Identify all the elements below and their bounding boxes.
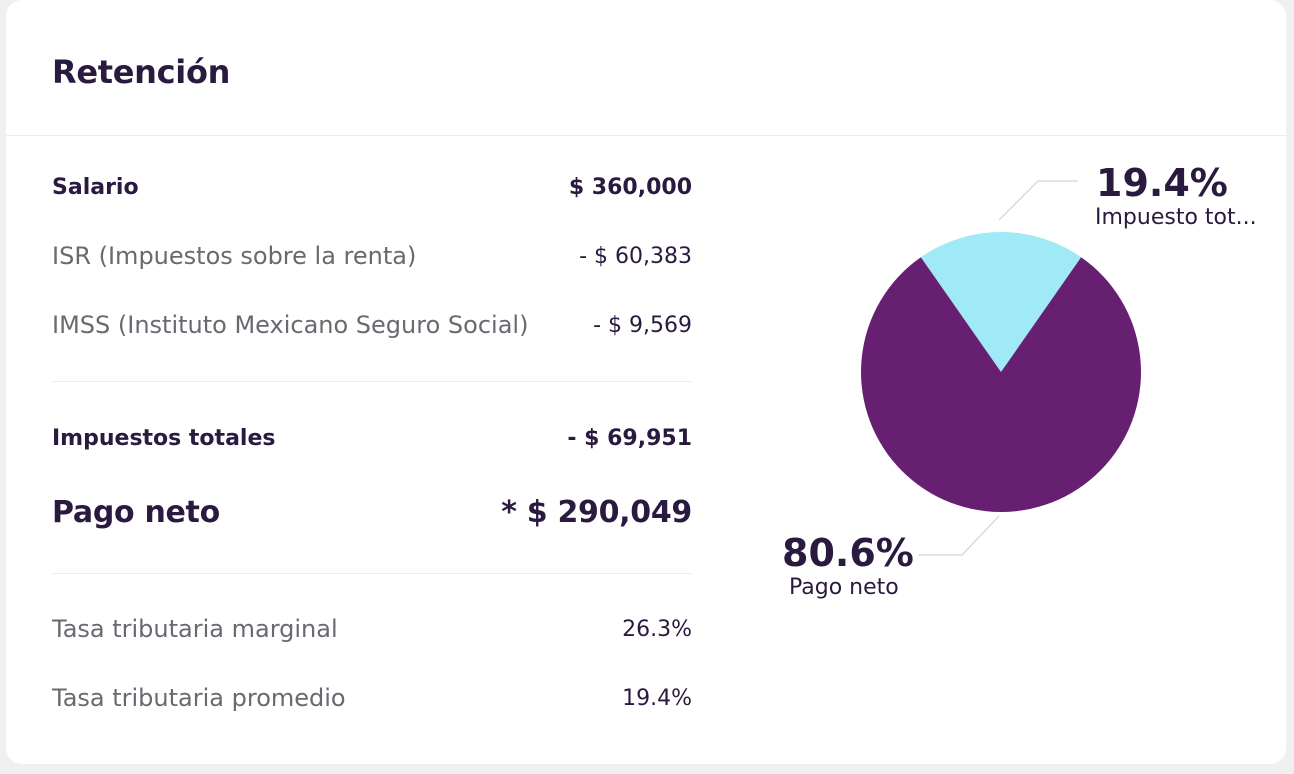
salary-row: Salario $ 360,000	[52, 170, 692, 204]
average-rate-row: Tasa tributaria promedio 19.4%	[52, 681, 692, 715]
net-pay-row: Pago neto * $ 290,049	[52, 490, 692, 534]
imss-value: - $ 9,569	[593, 312, 692, 338]
total-taxes-label: Impuestos totales	[52, 425, 276, 451]
leader-line	[998, 180, 1078, 221]
slice-name-label: Pago neto	[789, 575, 899, 600]
card-header: Retención	[6, 0, 1286, 136]
net-pay-value: * $ 290,049	[501, 494, 692, 530]
slice-percent-label: 80.6%	[782, 531, 914, 575]
isr-label: ISR (Impuestos sobre la renta)	[52, 242, 417, 270]
net-pay-label: Pago neto	[52, 494, 220, 530]
divider	[52, 381, 692, 382]
slice-percent-label: 19.4%	[1096, 161, 1228, 205]
pie-chart-svg: 19.4% Impuesto tot... 80.6% Pago neto	[782, 161, 1257, 600]
salary-value: $ 360,000	[568, 174, 692, 200]
isr-value: - $ 60,383	[579, 243, 692, 269]
imss-label: IMSS (Instituto Mexicano Seguro Social)	[52, 311, 529, 339]
imss-row: IMSS (Instituto Mexicano Seguro Social) …	[52, 308, 692, 342]
pie-slice[interactable]	[861, 257, 1141, 512]
slice-name-label: Impuesto tot...	[1095, 205, 1257, 230]
marginal-rate-label: Tasa tributaria marginal	[52, 615, 338, 643]
retention-card: Retención Salario $ 360,000 ISR (Impuest…	[6, 0, 1286, 764]
total-taxes-value: - $ 69,951	[567, 425, 692, 451]
average-rate-value: 19.4%	[622, 685, 692, 711]
marginal-rate-row: Tasa tributaria marginal 26.3%	[52, 612, 692, 646]
pie-slice[interactable]	[920, 232, 1082, 372]
divider	[52, 573, 692, 574]
marginal-rate-value: 26.3%	[622, 616, 692, 642]
pie-chart: 19.4% Impuesto tot... 80.6% Pago neto	[766, 150, 1276, 620]
total-taxes-row: Impuestos totales - $ 69,951	[52, 421, 692, 455]
isr-row: ISR (Impuestos sobre la renta) - $ 60,38…	[52, 239, 692, 273]
card-title: Retención	[52, 53, 231, 91]
salary-label: Salario	[52, 174, 139, 200]
average-rate-label: Tasa tributaria promedio	[52, 684, 346, 712]
leader-line	[918, 515, 1000, 556]
